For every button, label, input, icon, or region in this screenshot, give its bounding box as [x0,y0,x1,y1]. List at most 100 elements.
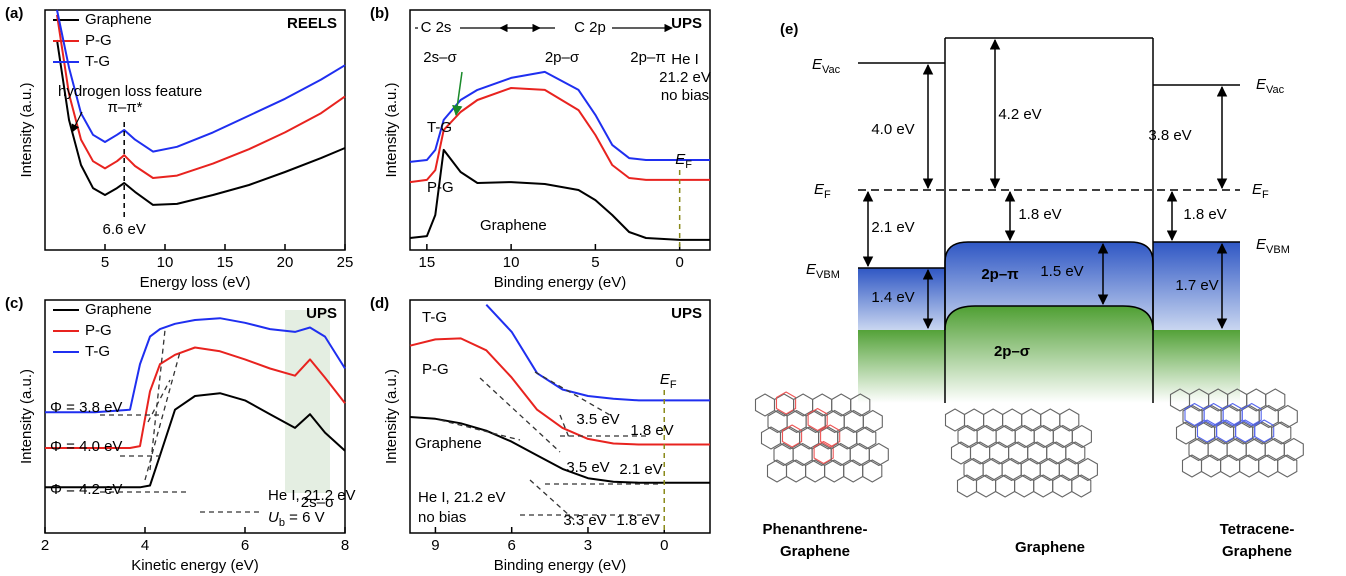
hexagon [1072,426,1091,448]
marker-label: EF [660,371,677,391]
annotation: no bias [661,87,709,104]
hexagon [1034,426,1053,448]
hexagon [977,426,996,448]
annotation-main: 2p–σ [545,49,580,66]
hexagon [1028,442,1047,464]
hexagon [863,411,882,433]
hexagon [1272,422,1291,444]
tangent-line [530,480,580,525]
hexagon [806,460,825,482]
hexagon [1177,422,1196,444]
annotation: He I [671,51,699,68]
hexagon [1284,439,1303,461]
hexagon [1266,389,1285,411]
level-label: EVBM [806,261,840,281]
legend-label: T-G [85,53,110,70]
legend-label: P-G [85,322,112,339]
level-label: EVac [1256,76,1285,96]
x-tick-label: 9 [431,537,439,554]
hexagon [825,460,844,482]
band-label: 2p–σ [994,343,1030,360]
annotation: 2p–σ [545,49,580,66]
hexagon [825,411,844,433]
level-label-sub: Vac [822,64,841,76]
hexagon [1278,406,1297,428]
hexagon [1034,475,1053,497]
hexagon [1265,439,1284,461]
annotation-main: U [268,509,279,526]
hexagon [1053,426,1072,448]
hexagon [1227,439,1246,461]
annotation-main: Φ = 3.8 eV [50,399,122,416]
tangent-line [145,352,180,480]
tangent-line [535,372,610,415]
series-label: Graphene [415,435,482,452]
annotation: 3.5 eV [566,459,609,476]
material-label: Graphene [780,543,850,560]
hexagon [965,409,984,431]
y-axis-label: Intensity (a.u.) [383,82,400,177]
gap-label: 1.7 eV [1175,277,1218,294]
hexagon [952,442,971,464]
band-label: 2p–π [981,266,1019,283]
series-label: P-G [422,361,449,378]
hexagon [1002,459,1021,481]
x-axis-label: Energy loss (eV) [140,274,251,291]
panel-label: (e) [780,21,798,38]
level-label-sub: VBM [1266,244,1290,256]
x-tick-label: 10 [503,254,520,271]
level-label: EVac [812,56,841,76]
x-tick-label: 5 [591,254,599,271]
hexagon [850,444,869,466]
gap-label: 4.0 eV [871,121,914,138]
gap-label: 1.4 eV [871,289,914,306]
gap-label: 2.1 eV [871,219,914,236]
level-label-sub: F [824,189,831,201]
hexagon [863,460,882,482]
annotation: Φ = 3.8 eV [50,399,122,416]
series-line [410,150,710,240]
x-tick-label: 8 [341,537,349,554]
annotation: 2s–σ [423,49,457,66]
hexagon [1078,459,1097,481]
hexagon [869,444,888,466]
hexagon [844,460,863,482]
level-label: EF [814,181,831,201]
annotation-main: hydrogen loss feature [58,83,202,100]
hexagon [1240,455,1259,477]
series-label: T-G [427,119,452,136]
hexagon [844,411,863,433]
annotation-main: C 2s [421,19,452,36]
level-label-sub: VBM [816,269,840,281]
hexagon [1259,455,1278,477]
hexagon [1259,406,1278,428]
x-tick-label: 5 [101,254,109,271]
annotation: 21.2 eV [659,69,711,86]
annotation-main: He I [671,51,699,68]
x-tick-label: 2 [41,537,49,554]
panel-label: (a) [5,5,23,22]
hexagon [1072,475,1091,497]
hexagon [1009,442,1028,464]
legend-label: P-G [85,32,112,49]
series-label: Graphene [480,217,547,234]
hexagon [768,460,787,482]
hexagon [1047,442,1066,464]
material-label: Phenanthrene- [762,521,867,538]
y-axis-label: Intensity (a.u.) [383,369,400,464]
hexagon [787,411,806,433]
x-tick-label: 0 [675,254,683,271]
hexagon [1221,455,1240,477]
annotation-main: Φ = 4.0 eV [50,438,122,455]
x-tick-label: 10 [157,254,174,271]
hexagon [977,475,996,497]
annotation: He I, 21.2 eV [418,489,506,506]
y-axis-label: Intensity (a.u.) [18,82,35,177]
hexagon [964,459,983,481]
annotation-main: He I, 21.2 eV [418,489,506,506]
hexagon [990,442,1009,464]
x-tick-label: 6 [241,537,249,554]
annotation: Φ = 4.0 eV [50,438,122,455]
sigma-hump [945,306,1153,403]
annotation: no bias [418,509,466,526]
